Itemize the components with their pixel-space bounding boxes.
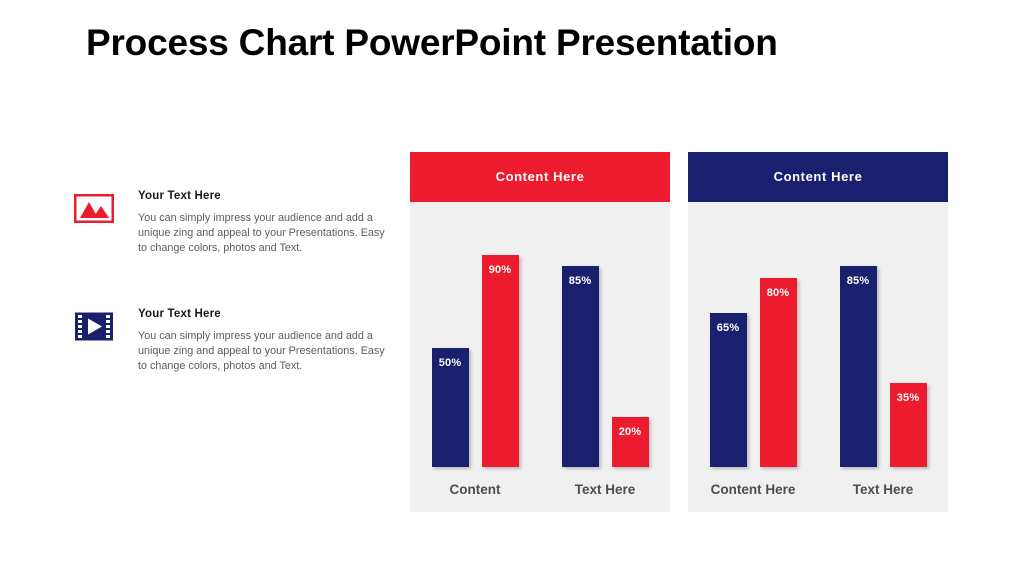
feature-heading: Your Text Here (138, 308, 221, 320)
feature-body-2: Your Text Here You can simply impress yo… (138, 308, 386, 374)
bar-group: 50% 90% (431, 202, 519, 467)
bar-value-label: 35% (896, 391, 920, 404)
chart-panel-1-plot: 50% 90% 85% 20% (410, 202, 670, 467)
bar-red: 20% (611, 417, 649, 467)
category-label-row: Content Here Text Here (688, 482, 948, 497)
category-label: Content (449, 482, 501, 497)
bar-value-label: 50% (438, 356, 462, 369)
chart-panel-2: Content Here 65% 80% 85% 35% Content Here Te… (688, 152, 948, 512)
chart-panel-1-header: Content Here (410, 152, 670, 202)
bar-red: 80% (759, 277, 797, 467)
bar-red: 90% (481, 254, 519, 467)
bar-value-label: 90% (488, 263, 512, 276)
bar-value-label: 80% (766, 286, 790, 299)
bar-value-label: 65% (716, 321, 740, 334)
bar-navy: 50% (431, 347, 469, 467)
feature-item-2: Your Text Here You can simply impress yo… (74, 308, 394, 374)
chart-panel-2-plot: 65% 80% 85% 35% (688, 202, 948, 467)
feature-body-1: Your Text Here You can simply impress yo… (138, 190, 386, 256)
bar-navy: 85% (561, 266, 599, 467)
feature-item-1: Your Text Here You can simply impress yo… (73, 190, 394, 256)
picture-icon (73, 193, 115, 224)
bar-navy: 65% (709, 312, 747, 467)
bar-group-container: 50% 90% 85% 20% (410, 202, 670, 467)
category-label: Content Here (710, 482, 796, 497)
chart-panel-2-header: Content Here (688, 152, 948, 202)
bar-value-label: 85% (568, 275, 592, 288)
bar-group-container: 65% 80% 85% 35% (688, 202, 948, 467)
category-label: Text Here (574, 482, 636, 497)
category-label-row: Content Text Here (410, 482, 670, 497)
feature-text: You can simply impress your audience and… (138, 212, 385, 254)
bar-group: 85% 35% (839, 202, 927, 467)
page-title: Process Chart PowerPoint Presentation (86, 22, 778, 63)
bar-value-label: 85% (846, 275, 870, 288)
bar-red: 35% (889, 382, 927, 467)
feature-text: You can simply impress your audience and… (138, 330, 385, 372)
bar-value-label: 20% (618, 426, 642, 439)
video-play-icon (74, 312, 114, 341)
feature-list: Your Text Here You can simply impress yo… (73, 190, 394, 374)
chart-panel-1: Content Here 50% 90% 85% 20% Content Text He… (410, 152, 670, 512)
bar-group: 85% 20% (561, 202, 649, 467)
feature-heading: Your Text Here (138, 190, 221, 202)
category-label: Text Here (852, 482, 914, 497)
bar-group: 65% 80% (709, 202, 797, 467)
bar-navy: 85% (839, 266, 877, 467)
